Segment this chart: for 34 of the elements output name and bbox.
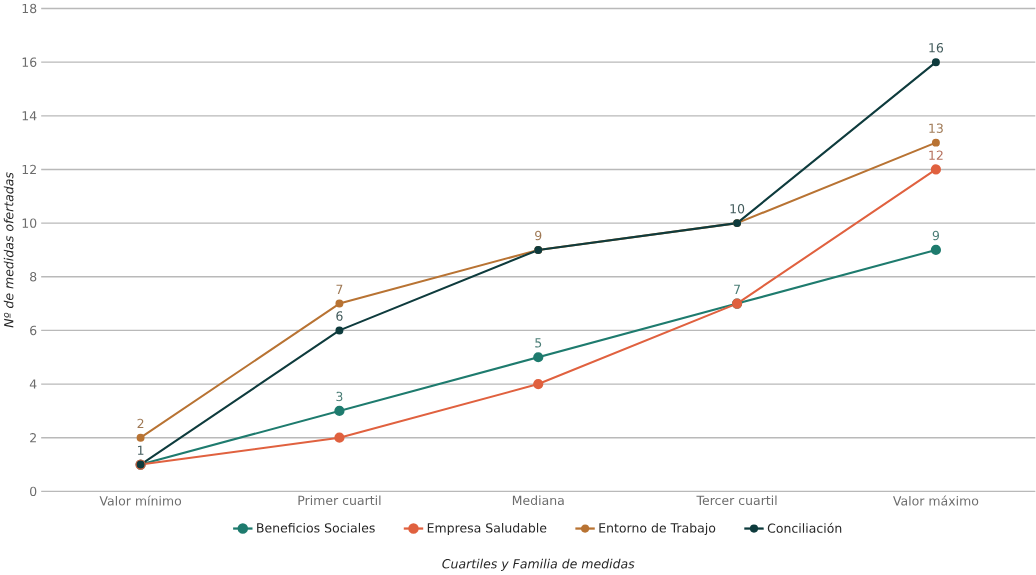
legend-label: Beneficios Sociales — [257, 523, 375, 533]
data-label: 2 — [137, 418, 144, 429]
y-tick-label: 4 — [29, 379, 37, 389]
data-label: 9 — [932, 230, 940, 241]
x-axis-title: Cuartiles y Familia de medidas — [442, 558, 635, 572]
data-label: 10 — [730, 204, 745, 214]
data-label: 3 — [336, 391, 343, 402]
y-tick-label: 8 — [30, 272, 37, 282]
legend-label: Conciliación — [767, 522, 842, 534]
data-label: 5 — [535, 338, 542, 348]
y-tick-label: 12 — [22, 164, 36, 175]
y-tick-label: 14 — [22, 111, 37, 121]
data-label: 7 — [734, 284, 740, 295]
data-label: 6 — [336, 311, 343, 321]
x-tick-label: Valor máximo — [893, 495, 979, 506]
y-tick-label: 18 — [22, 3, 37, 14]
x-tick-label: Primer cuartil — [298, 495, 381, 506]
y-axis-title: Nº de medidas ofertadas — [3, 172, 14, 328]
y-tick-label: 16 — [22, 57, 37, 68]
data-label: 12 — [929, 150, 943, 160]
x-tick-label: Mediana — [512, 495, 564, 506]
y-tick-label: 10 — [22, 218, 37, 228]
y-tick-label: 2 — [30, 433, 36, 443]
x-tick-label: Valor mínimo — [99, 495, 182, 506]
data-label: 1 — [137, 445, 144, 456]
data-label: 13 — [929, 123, 943, 134]
y-tick-label: 6 — [30, 325, 37, 336]
x-tick-label: Tercer cuartil — [696, 495, 777, 506]
legend-label: Empresa Saludable — [427, 523, 547, 536]
legend-label: Entorno de Trabajo — [599, 523, 716, 536]
data-label: 9 — [535, 230, 542, 241]
data-label: 7 — [336, 284, 343, 295]
y-tick-label: 0 — [30, 486, 37, 497]
data-label: 16 — [929, 43, 944, 53]
